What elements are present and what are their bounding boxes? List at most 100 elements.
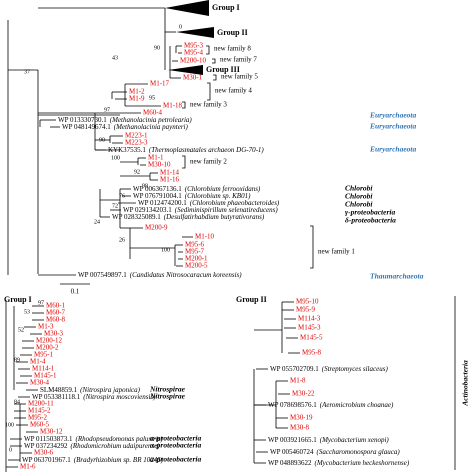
taxon-label: Thaumarchaeota bbox=[370, 272, 424, 281]
family-label: new family 4 bbox=[215, 87, 252, 95]
isolate-label: M200-12 bbox=[36, 337, 63, 345]
support-value: 0 bbox=[179, 24, 182, 30]
reference-label: WP 007549897.1 (Candidatus Nitrosocaracum… bbox=[78, 271, 242, 279]
isolate-label: M95-8 bbox=[302, 349, 322, 357]
isolate-label: M95-3 bbox=[184, 42, 204, 50]
family-label: new family 5 bbox=[221, 73, 258, 81]
reference-label: WP 048149674.1 (Methanolacinia paynteri) bbox=[62, 123, 188, 131]
isolate-label: M60-7 bbox=[46, 309, 66, 317]
isolate-label: M1-4 bbox=[30, 358, 46, 366]
isolate-label: M1-6 bbox=[20, 463, 36, 471]
species: (Sediminispirillum selenatireducens) bbox=[175, 206, 279, 214]
isolate-label: M200-2 bbox=[36, 344, 59, 352]
accession: WP 053381118.1 bbox=[32, 393, 81, 401]
scale-label: 0.1 bbox=[71, 288, 80, 296]
taxon-label: Chlorobi bbox=[345, 192, 373, 201]
isolate-label: M30-19 bbox=[290, 414, 313, 422]
accession: WP 048149674.1 bbox=[62, 123, 111, 131]
family-brace bbox=[182, 101, 186, 109]
isolate-label: M145-5 bbox=[300, 334, 323, 342]
isolate-label: M30-1 bbox=[183, 74, 203, 82]
isolate-label: M30-6 bbox=[34, 449, 54, 457]
reference-label: WP 012474200.1 (Chlorobium phaeobacteroid… bbox=[138, 199, 280, 207]
isolate-label: M1-17 bbox=[150, 80, 170, 88]
taxon-label: Actinobacteria bbox=[461, 360, 470, 407]
accession: WP 012474200.1 bbox=[138, 199, 187, 207]
accession: WP 055702709.1 bbox=[270, 365, 319, 373]
isolate-label: M145-1 bbox=[34, 372, 57, 380]
support-value: 89 bbox=[14, 357, 20, 363]
accession: KYK37535.1 bbox=[108, 146, 146, 154]
support-value: 72 bbox=[112, 203, 118, 209]
support-value: 100 bbox=[5, 422, 14, 428]
species: (Streptomyces silaceus) bbox=[322, 365, 389, 373]
family-brace bbox=[182, 155, 186, 169]
support-value: 0 bbox=[9, 447, 12, 453]
support-value: 53 bbox=[24, 309, 30, 315]
isolate-label: M95-10 bbox=[296, 298, 319, 306]
group-i-clade bbox=[165, 0, 209, 16]
isolate-label: M95-4 bbox=[184, 49, 204, 57]
family-brace bbox=[207, 82, 211, 101]
group-iii-clade bbox=[168, 65, 203, 75]
accession: WP 078698576.1 bbox=[268, 401, 317, 409]
reference-label: WP 078698576.1 (Aeromicrobium choanae) bbox=[268, 401, 394, 409]
support-value: 84 bbox=[14, 399, 20, 405]
taxon-label: α-proteobacteria bbox=[150, 455, 201, 464]
accession: WP 063701967.1 bbox=[22, 456, 71, 464]
support-value: 100 bbox=[111, 155, 120, 161]
species: (Rhodomicrobium udaipurense) bbox=[71, 442, 161, 450]
accession: WP 037234292 bbox=[24, 442, 68, 450]
taxon-label: Euryarchaeota bbox=[369, 145, 417, 154]
isolate-label: M223-1 bbox=[125, 132, 148, 140]
species: (Candidatus Nitrosocaracum koreensis) bbox=[130, 271, 243, 279]
family-brace bbox=[310, 225, 314, 269]
panel-title: Group I bbox=[4, 295, 32, 304]
isolate-label: M1-9 bbox=[129, 95, 145, 103]
group-ii-clade bbox=[176, 27, 214, 38]
group-label: Group II bbox=[217, 28, 248, 37]
taxon-label: Euryarchaeota bbox=[369, 111, 417, 120]
reference-label: WP 006367136.1 (Chlorobium ferrooxidans) bbox=[133, 185, 261, 193]
species: (Rhodopseudomonas palustris) bbox=[75, 435, 163, 443]
species: (Thermoplasmatales archaeon DG-70-1) bbox=[149, 146, 265, 154]
accession: WP 011503873.1 bbox=[24, 435, 73, 443]
isolate-label: M1-14 bbox=[160, 169, 180, 177]
family-label: new family 7 bbox=[220, 56, 257, 64]
support-value: 90 bbox=[154, 45, 160, 51]
support-value: 97 bbox=[38, 300, 44, 306]
taxon-label: δ-proteobacteria bbox=[345, 216, 396, 225]
taxon-label: Nitrospirae bbox=[149, 392, 186, 401]
taxon-label: Chlorobi bbox=[345, 184, 373, 193]
support-value: 26 bbox=[119, 237, 125, 243]
support-value: 37 bbox=[24, 69, 30, 75]
support-value: 97 bbox=[104, 107, 110, 113]
support-value: 98 bbox=[142, 183, 148, 189]
family-label: new family 3 bbox=[190, 101, 227, 109]
reference-label: WP 011503873.1 (Rhodopseudomonas palustri… bbox=[24, 435, 163, 443]
isolate-label: M114-3 bbox=[298, 315, 321, 323]
reference-label: WP 037234292 (Rhodomicrobium udaipurense) bbox=[24, 442, 160, 450]
isolate-label: M1-3 bbox=[38, 323, 54, 331]
isolate-label: M145-2 bbox=[28, 407, 51, 415]
isolate-label: M200-9 bbox=[145, 224, 168, 232]
family-brace bbox=[213, 74, 217, 81]
reference-label: SLM48859.1 (Nitrospira japonica) bbox=[40, 386, 141, 394]
family-brace bbox=[212, 58, 216, 64]
species: (Chlorobium ferrooxidans) bbox=[185, 185, 261, 193]
reference-label: WP 005460724 (Saccharomonospora glauca) bbox=[270, 448, 400, 456]
species: (Methanolacinia paynteri) bbox=[114, 123, 189, 131]
isolate-label: M60-1 bbox=[46, 302, 66, 310]
species: (Aeromicrobium choanae) bbox=[320, 401, 394, 409]
isolate-label: M223-3 bbox=[125, 139, 148, 147]
isolate-label: M30-10 bbox=[148, 161, 171, 169]
isolate-label: M200-11 bbox=[28, 400, 54, 408]
species: (Desulfatirhabdium butyrativorans) bbox=[164, 213, 265, 221]
reference-label: WP 063701967.1 (Bradyrhizobium sp. BR 102… bbox=[22, 456, 164, 464]
isolate-label: M1-8 bbox=[290, 377, 306, 385]
family-label: new family 2 bbox=[190, 158, 227, 166]
taxon-label: Euryarchaeota bbox=[369, 122, 417, 131]
isolate-label: M30-22 bbox=[292, 390, 315, 398]
